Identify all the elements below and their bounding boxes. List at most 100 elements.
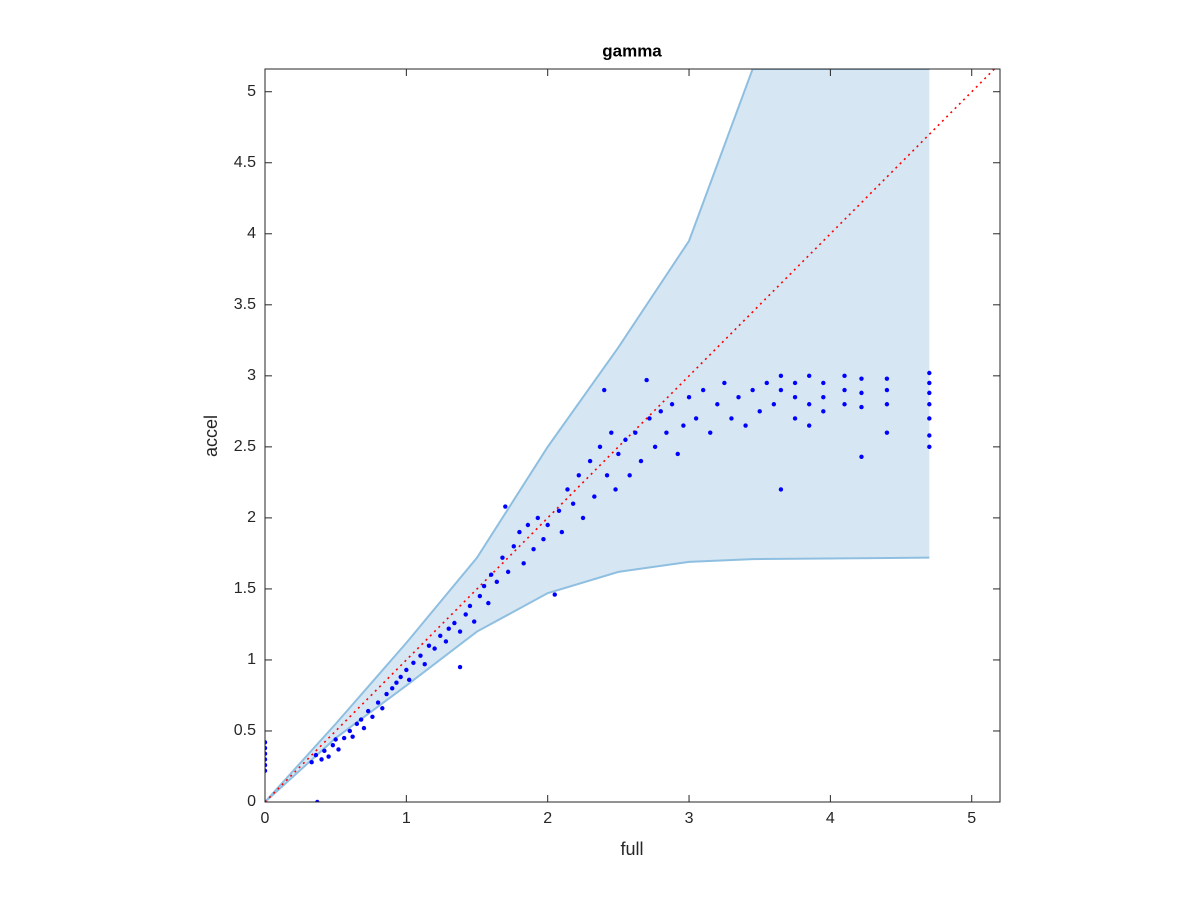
point — [859, 376, 864, 381]
chart-title: gamma — [602, 41, 662, 60]
point — [700, 387, 706, 393]
point — [638, 458, 644, 464]
point — [757, 409, 762, 414]
x-tick-label: 1 — [402, 810, 411, 827]
point — [418, 653, 423, 658]
point — [354, 721, 360, 727]
point — [341, 735, 347, 741]
point — [623, 437, 628, 442]
point — [467, 603, 473, 609]
y-axis-label: accel — [201, 415, 221, 457]
point — [552, 592, 557, 597]
point — [505, 569, 511, 575]
point — [675, 451, 680, 457]
point — [394, 680, 399, 685]
point — [664, 430, 669, 435]
point — [602, 387, 607, 393]
point — [669, 402, 675, 407]
point — [806, 402, 812, 407]
point — [265, 751, 268, 756]
point — [806, 423, 812, 428]
point — [927, 370, 932, 376]
point — [609, 430, 614, 435]
point — [576, 473, 581, 478]
point — [884, 387, 890, 393]
point — [265, 757, 268, 762]
point — [390, 686, 395, 691]
point — [778, 373, 784, 379]
x-tick-label: 3 — [685, 810, 694, 827]
point — [350, 734, 355, 739]
axes-box — [264, 68, 1001, 803]
point — [859, 404, 864, 410]
point — [736, 394, 741, 400]
point — [884, 402, 890, 407]
point — [570, 501, 576, 506]
point — [729, 416, 734, 421]
point — [821, 380, 826, 386]
point — [315, 799, 320, 802]
point — [859, 454, 864, 460]
point — [681, 423, 686, 428]
point — [559, 529, 565, 535]
point — [398, 674, 403, 680]
point — [652, 444, 658, 450]
y-tick-label: 3 — [247, 367, 256, 384]
point — [426, 643, 432, 648]
band-upper-edge — [265, 69, 930, 802]
point — [597, 444, 603, 450]
point — [927, 416, 932, 421]
point — [859, 390, 864, 396]
point — [927, 402, 932, 407]
point — [336, 747, 341, 752]
point — [647, 416, 652, 421]
point — [821, 409, 826, 414]
point — [545, 522, 550, 528]
point — [604, 473, 610, 478]
point — [715, 402, 720, 407]
point — [471, 619, 477, 624]
y-tick-label: 4.5 — [234, 154, 256, 171]
point — [842, 373, 847, 379]
y-tick-label: 4 — [247, 225, 256, 242]
x-tick-label: 4 — [826, 810, 835, 827]
y-tick-label: 1.5 — [234, 580, 256, 597]
point — [556, 508, 562, 513]
point — [531, 546, 536, 552]
point — [927, 444, 932, 450]
point — [319, 757, 324, 762]
point — [525, 522, 531, 528]
point — [792, 380, 798, 386]
point — [452, 620, 457, 626]
point — [477, 593, 483, 599]
point — [884, 376, 890, 381]
point — [771, 402, 777, 407]
point — [842, 402, 847, 407]
point — [541, 536, 546, 542]
point — [927, 380, 932, 386]
point — [806, 373, 812, 379]
point — [380, 706, 385, 711]
point — [693, 416, 699, 421]
point — [842, 387, 847, 393]
point — [616, 451, 621, 457]
point — [265, 740, 268, 745]
point — [326, 754, 331, 759]
point — [792, 416, 798, 421]
point — [884, 430, 890, 435]
point — [764, 380, 769, 386]
point — [927, 390, 932, 396]
y-tick-label: 1 — [247, 651, 256, 668]
x-tick-label: 2 — [543, 810, 552, 827]
y-tick-label: 0 — [247, 793, 256, 810]
y-tick-label: 3.5 — [234, 296, 256, 313]
point — [927, 433, 932, 438]
point — [627, 473, 632, 478]
x-axis-label: full — [620, 839, 643, 859]
point — [265, 762, 268, 768]
point — [750, 387, 755, 393]
point — [503, 504, 508, 509]
point — [309, 760, 314, 765]
point — [511, 544, 516, 549]
